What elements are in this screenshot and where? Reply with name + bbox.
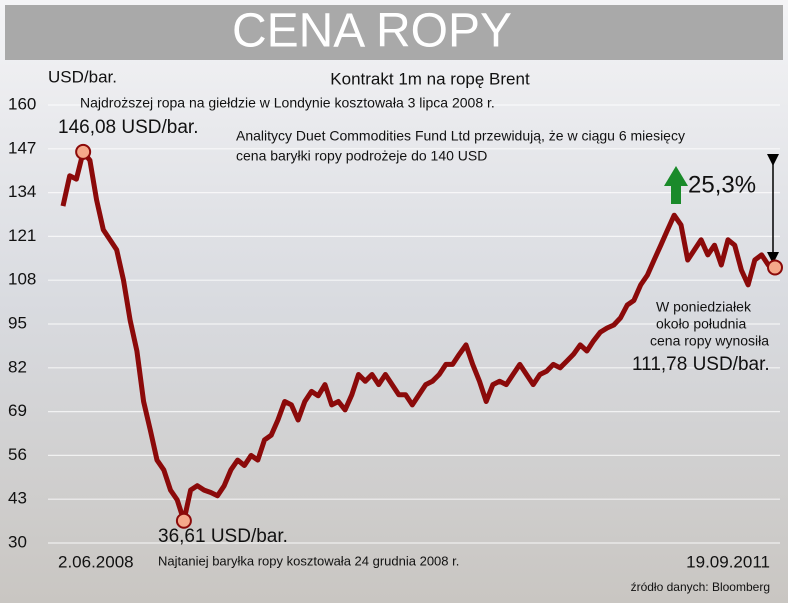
annotation: Najtaniej baryłka ropy kosztowała 24 gru… xyxy=(158,553,459,568)
up-arrow xyxy=(664,166,688,204)
annotation: 36,61 USD/bar. xyxy=(158,526,288,547)
y-tick-label: 82 xyxy=(8,357,27,376)
y-tick-label: 30 xyxy=(8,532,27,551)
subtitle: Kontrakt 1m na ropę Brent xyxy=(330,69,530,88)
source: źródło danych: Bloomberg xyxy=(631,580,770,594)
chart-title: CENA ROPY xyxy=(232,5,512,58)
point-marker xyxy=(767,259,783,276)
annotation: 25,3% xyxy=(688,171,756,198)
annotation: 146,08 USD/bar. xyxy=(58,117,198,138)
x-tick-label: 2.06.2008 xyxy=(58,552,134,571)
y-tick-label: 56 xyxy=(8,445,27,464)
y-tick-label: 43 xyxy=(8,489,27,508)
y-tick-label: 108 xyxy=(8,270,36,289)
y-tick-label: 160 xyxy=(8,94,36,113)
y-tick-label: 147 xyxy=(8,138,36,157)
y-tick-label: 134 xyxy=(8,182,36,201)
point-marker xyxy=(175,512,192,529)
y-axis-label: USD/bar. xyxy=(48,67,117,86)
annotation: 111,78 USD/bar. xyxy=(632,354,770,375)
y-tick-label: 121 xyxy=(8,226,36,245)
annotation: cena ropy wynosiła xyxy=(650,333,769,349)
annotation: około południa xyxy=(656,316,747,332)
annotation: cena baryłki ropy podrożeje do 140 USD xyxy=(236,148,487,164)
annotation: Najdroższej ropa na giełdzie w Londynie … xyxy=(80,95,495,111)
x-tick-label: 19.09.2011 xyxy=(686,552,770,571)
point-marker xyxy=(75,143,92,160)
title-banner xyxy=(5,5,783,60)
y-tick-label: 95 xyxy=(8,313,27,332)
annotation: W poniedziałek xyxy=(656,299,752,315)
annotation: Analitycy Duet Commodities Fund Ltd prze… xyxy=(236,128,685,144)
y-tick-label: 69 xyxy=(8,401,27,420)
